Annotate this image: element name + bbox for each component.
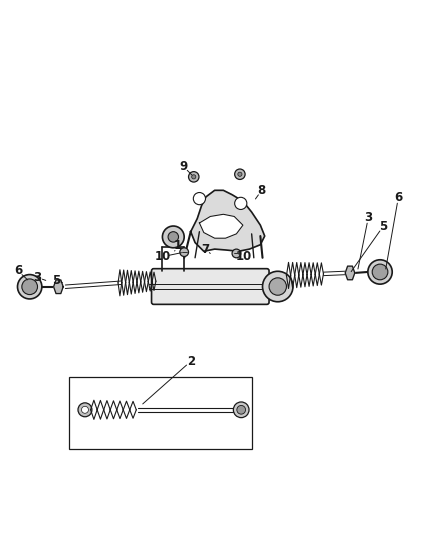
Circle shape <box>180 248 188 256</box>
Text: 3: 3 <box>364 211 372 224</box>
Text: 8: 8 <box>258 184 266 197</box>
Circle shape <box>269 278 286 295</box>
Circle shape <box>22 279 38 295</box>
Circle shape <box>233 402 249 418</box>
Text: 6: 6 <box>14 264 22 277</box>
Circle shape <box>18 274 42 299</box>
Circle shape <box>162 226 184 248</box>
Text: 10: 10 <box>155 250 171 263</box>
Circle shape <box>193 192 205 205</box>
Polygon shape <box>345 266 355 280</box>
Circle shape <box>192 175 196 179</box>
Text: 5: 5 <box>379 220 387 233</box>
Circle shape <box>368 260 392 284</box>
Circle shape <box>81 406 88 413</box>
Text: 5: 5 <box>52 274 60 287</box>
Text: 2: 2 <box>187 355 195 368</box>
Text: 6: 6 <box>394 191 403 204</box>
Text: 3: 3 <box>33 271 41 284</box>
Text: 9: 9 <box>179 160 187 173</box>
Polygon shape <box>199 214 243 238</box>
Circle shape <box>78 403 92 417</box>
Circle shape <box>238 172 242 176</box>
Polygon shape <box>53 280 63 294</box>
Text: 10: 10 <box>236 250 252 263</box>
Circle shape <box>372 264 388 280</box>
Circle shape <box>188 172 199 182</box>
Circle shape <box>235 169 245 180</box>
Polygon shape <box>191 190 265 251</box>
Circle shape <box>168 232 179 242</box>
Circle shape <box>262 271 293 302</box>
Bar <box>69 377 252 449</box>
Text: 7: 7 <box>201 243 209 256</box>
FancyBboxPatch shape <box>152 269 269 304</box>
Circle shape <box>237 406 246 414</box>
Text: 1: 1 <box>173 239 182 252</box>
Circle shape <box>232 249 241 258</box>
Circle shape <box>235 197 247 209</box>
